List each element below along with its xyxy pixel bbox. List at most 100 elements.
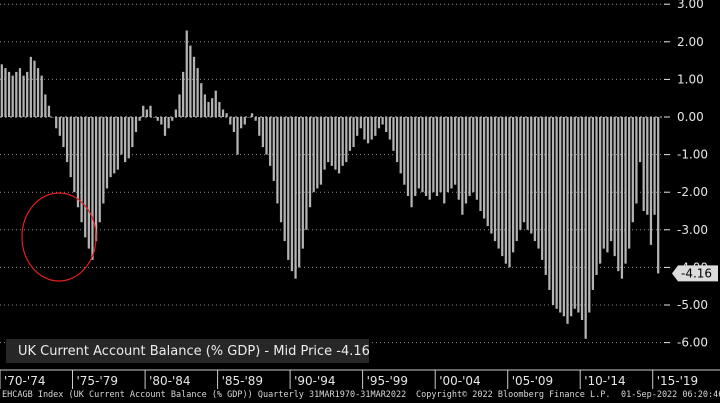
- bar: [18, 68, 22, 117]
- bar: [522, 117, 526, 223]
- bar: [290, 117, 294, 272]
- bar: [305, 117, 308, 230]
- bar: [348, 117, 352, 151]
- bar: [301, 117, 304, 249]
- bar: [363, 117, 366, 140]
- bar: [26, 71, 29, 117]
- bar: [464, 117, 468, 204]
- bar: [232, 117, 236, 133]
- bar: [570, 117, 573, 317]
- bar: [631, 117, 634, 223]
- bar: [490, 117, 493, 234]
- bar: [356, 117, 359, 136]
- bar: [319, 117, 323, 185]
- bar: [468, 117, 471, 196]
- bar: [399, 117, 402, 174]
- bar: [432, 117, 435, 193]
- bar: [203, 94, 207, 117]
- bar: [595, 117, 598, 275]
- y-tick-label: -2.00: [677, 185, 708, 199]
- bar: [22, 75, 25, 117]
- bar: [613, 117, 616, 257]
- bar: [84, 117, 87, 238]
- bar: [406, 117, 410, 196]
- bar: [548, 117, 551, 290]
- bar: [544, 117, 547, 275]
- bar: [160, 117, 163, 125]
- bar: [189, 45, 192, 118]
- bar: [555, 117, 558, 309]
- bar: [508, 117, 511, 268]
- bar: [414, 117, 417, 196]
- bar: [69, 117, 72, 178]
- bar: [149, 105, 152, 117]
- bar: [145, 109, 148, 117]
- bar: [461, 117, 464, 215]
- bar: [29, 56, 32, 117]
- bar: [443, 117, 446, 204]
- x-tick-label: '10-'14: [584, 374, 625, 388]
- bar: [44, 94, 47, 117]
- bar: [609, 117, 613, 242]
- bar: [153, 117, 156, 118]
- y-tick-label: 1.00: [677, 72, 704, 86]
- bar: [131, 117, 134, 148]
- bar: [33, 60, 36, 117]
- bar: [584, 117, 587, 339]
- bar: [327, 117, 330, 163]
- bar: [428, 117, 431, 200]
- bar: [450, 117, 453, 189]
- bar: [530, 117, 533, 234]
- bar: [308, 117, 312, 208]
- bar: [4, 68, 7, 117]
- bar: [7, 71, 11, 117]
- bar: [58, 117, 61, 136]
- bar: [421, 117, 424, 193]
- bar: [330, 117, 333, 166]
- bar: [374, 117, 377, 136]
- bar: [512, 117, 515, 253]
- bar: [40, 75, 43, 117]
- bar: [207, 101, 210, 117]
- annotation-circle: [21, 192, 97, 282]
- bar: [120, 117, 123, 155]
- bar: [381, 117, 384, 125]
- bar: [214, 90, 217, 117]
- bar: [163, 117, 167, 136]
- bar: [113, 117, 116, 174]
- bar: [250, 113, 254, 117]
- bar: [218, 101, 221, 117]
- bar: [341, 117, 344, 166]
- footer: EHCAGB Index (UK Current Account Balance…: [0, 390, 720, 403]
- bar: [642, 117, 645, 211]
- bar: [156, 117, 159, 121]
- y-tick-label: -5.00: [677, 298, 708, 312]
- bar: [123, 117, 127, 163]
- last-value-badge: -4.16: [672, 265, 718, 282]
- y-tick-label: 0.00: [677, 110, 704, 124]
- bar: [221, 109, 225, 117]
- bar: [298, 117, 301, 268]
- x-tick-label: '85-'89: [222, 374, 263, 388]
- bar-series: [0, 30, 660, 339]
- bar: [562, 117, 566, 317]
- y-tick-label: -1.00: [677, 148, 708, 162]
- bar: [185, 30, 188, 117]
- bar: [606, 117, 609, 253]
- bar: [87, 117, 90, 249]
- bar: [566, 117, 569, 324]
- bar: [588, 117, 591, 313]
- bar: [109, 117, 112, 178]
- bar: [51, 117, 54, 118]
- bar: [316, 117, 319, 189]
- bar: [501, 117, 504, 257]
- bar: [80, 117, 83, 223]
- bar: [559, 117, 562, 313]
- bar: [323, 117, 326, 170]
- y-axis: 3.002.001.000.00-1.00-2.00-3.00-4.00-5.0…: [664, 0, 708, 350]
- bar: [0, 64, 3, 117]
- bar: [617, 117, 620, 272]
- bar: [258, 117, 261, 136]
- bar: [73, 117, 76, 193]
